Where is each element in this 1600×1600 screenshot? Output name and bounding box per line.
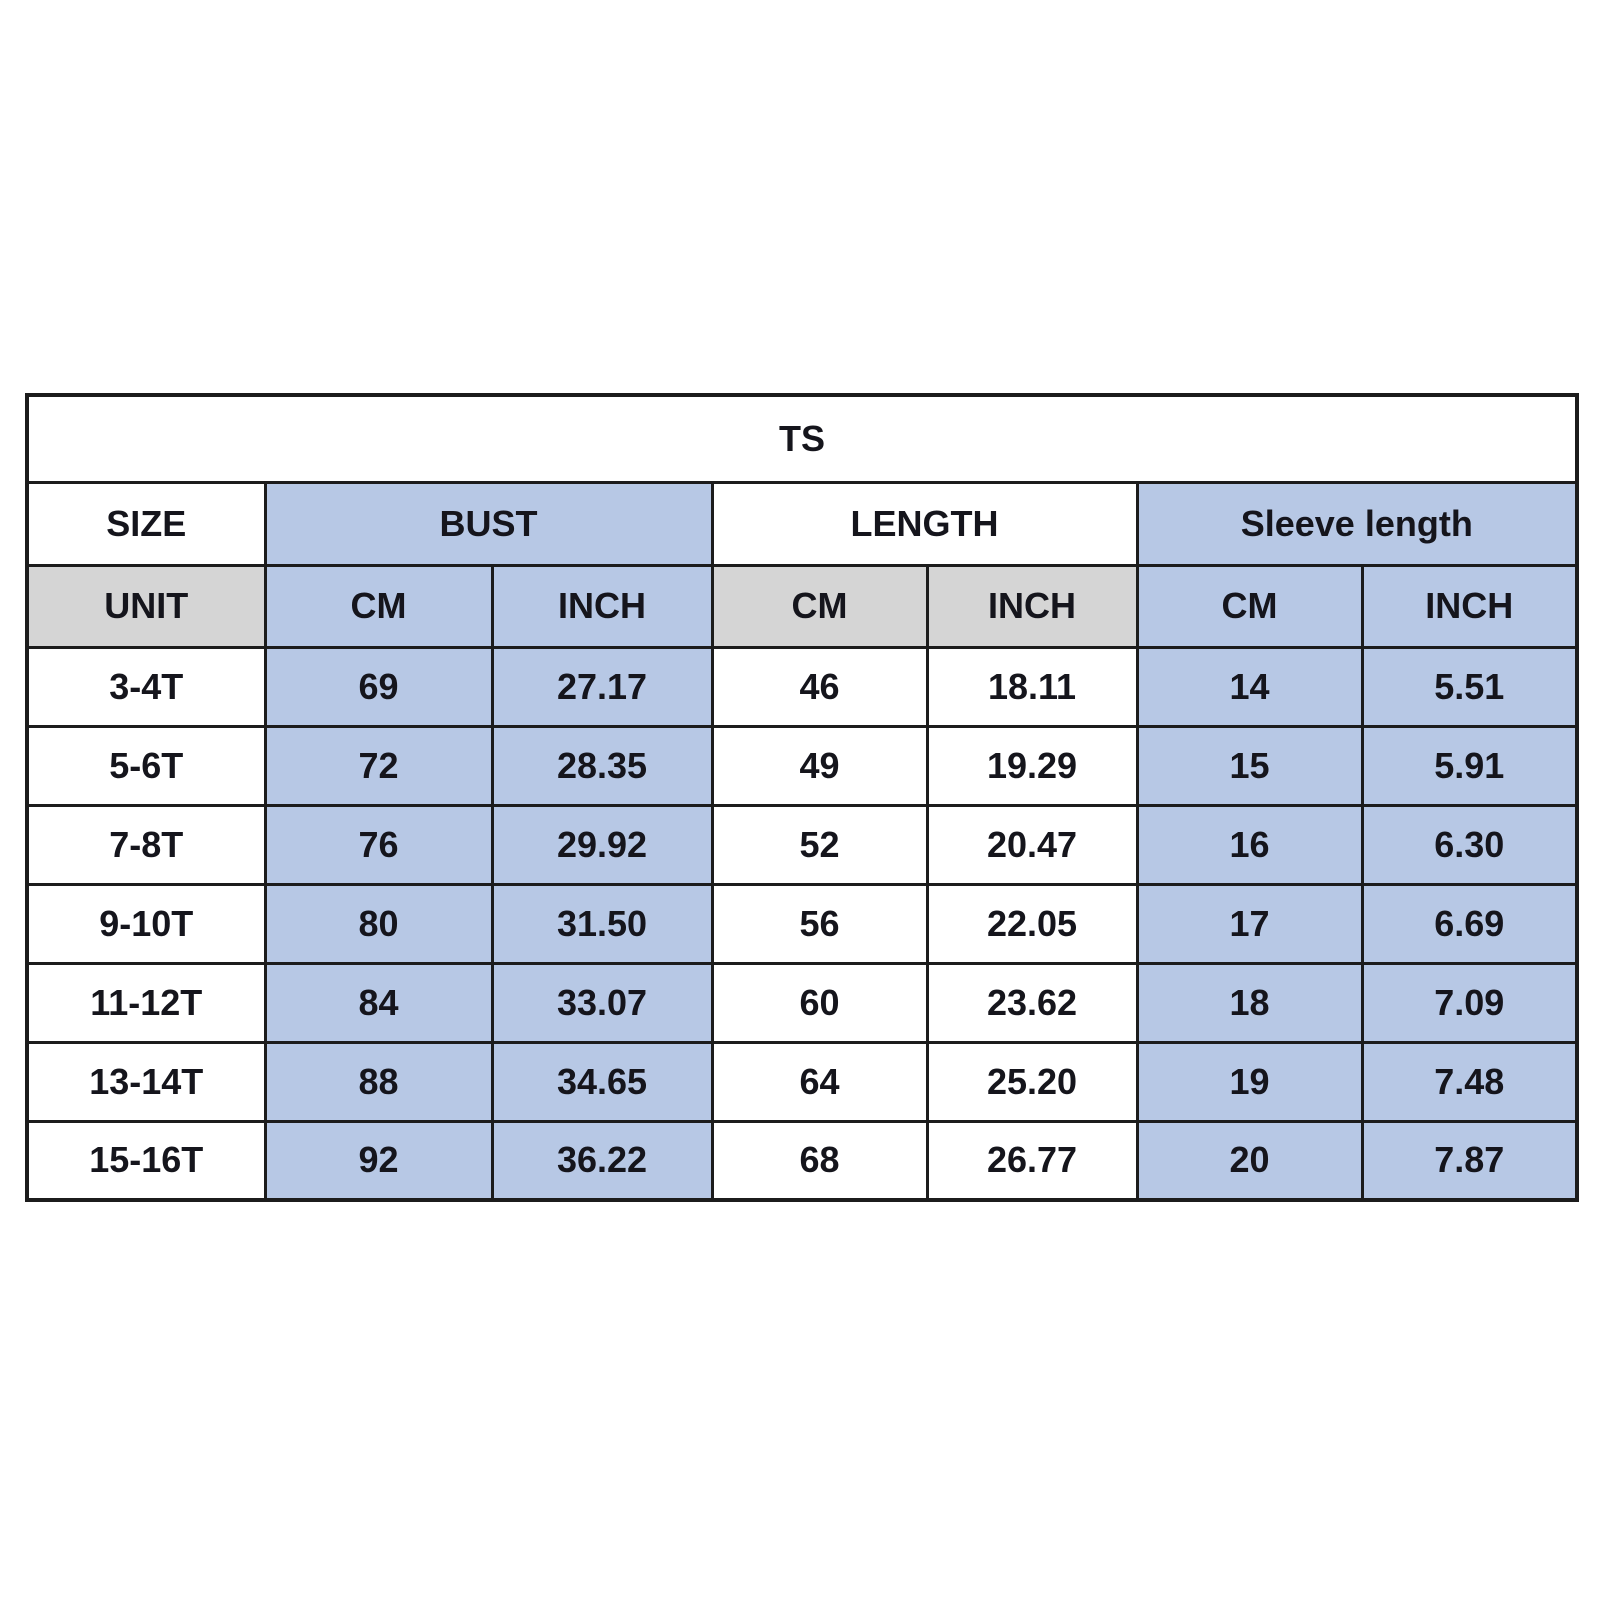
- length-inch-cell: 26.77: [925, 1119, 1139, 1202]
- table-row: 3-4T 69 27.17 46 18.11 14 5.51: [25, 645, 1579, 728]
- length-cm-cell: 68: [710, 1119, 929, 1202]
- table-row: 7-8T 76 29.92 52 20.47 16 6.30: [25, 803, 1579, 886]
- col-header-sleeve-length: Sleeve length: [1135, 480, 1579, 567]
- bust-cm-cell: 92: [263, 1119, 494, 1202]
- sleeve-inch-cell: 7.48: [1360, 1040, 1579, 1123]
- size-cell: 11-12T: [25, 961, 267, 1044]
- unit-sleeve-cm: CM: [1135, 563, 1364, 649]
- bust-inch-cell: 27.17: [490, 645, 714, 728]
- sleeve-cm-cell: 16: [1135, 803, 1364, 886]
- bust-inch-cell: 33.07: [490, 961, 714, 1044]
- sleeve-inch-cell: 7.87: [1360, 1119, 1579, 1202]
- size-cell: 9-10T: [25, 882, 267, 965]
- sleeve-cm-cell: 14: [1135, 645, 1364, 728]
- sleeve-cm-cell: 20: [1135, 1119, 1364, 1202]
- size-cell: 7-8T: [25, 803, 267, 886]
- bust-inch-cell: 29.92: [490, 803, 714, 886]
- chart-title: TS: [25, 393, 1579, 484]
- unit-length-cm: CM: [710, 563, 929, 649]
- bust-cm-cell: 84: [263, 961, 494, 1044]
- length-inch-cell: 25.20: [925, 1040, 1139, 1123]
- size-cell: 15-16T: [25, 1119, 267, 1202]
- table-row: 15-16T 92 36.22 68 26.77 20 7.87: [25, 1119, 1579, 1202]
- sleeve-cm-cell: 19: [1135, 1040, 1364, 1123]
- length-inch-cell: 23.62: [925, 961, 1139, 1044]
- length-inch-cell: 20.47: [925, 803, 1139, 886]
- table-row: 5-6T 72 28.35 49 19.29 15 5.91: [25, 724, 1579, 807]
- bust-inch-cell: 31.50: [490, 882, 714, 965]
- sleeve-cm-cell: 15: [1135, 724, 1364, 807]
- unit-bust-cm: CM: [263, 563, 494, 649]
- sleeve-inch-cell: 7.09: [1360, 961, 1579, 1044]
- unit-length-inch: INCH: [925, 563, 1139, 649]
- size-cell: 3-4T: [25, 645, 267, 728]
- sleeve-cm-cell: 18: [1135, 961, 1364, 1044]
- table-row: 13-14T 88 34.65 64 25.20 19 7.48: [25, 1040, 1579, 1123]
- title-row: TS: [25, 393, 1579, 484]
- bust-inch-cell: 34.65: [490, 1040, 714, 1123]
- table-row: 11-12T 84 33.07 60 23.62 18 7.09: [25, 961, 1579, 1044]
- sleeve-inch-cell: 5.51: [1360, 645, 1579, 728]
- col-header-bust: BUST: [263, 480, 714, 567]
- length-cm-cell: 64: [710, 1040, 929, 1123]
- sleeve-inch-cell: 5.91: [1360, 724, 1579, 807]
- bust-cm-cell: 69: [263, 645, 494, 728]
- length-cm-cell: 52: [710, 803, 929, 886]
- col-header-length: LENGTH: [710, 480, 1139, 567]
- bust-inch-cell: 36.22: [490, 1119, 714, 1202]
- unit-header-row: UNIT CM INCH CM INCH CM INCH: [25, 563, 1579, 649]
- bust-cm-cell: 88: [263, 1040, 494, 1123]
- length-cm-cell: 56: [710, 882, 929, 965]
- unit-row-label: UNIT: [25, 563, 267, 649]
- bust-cm-cell: 80: [263, 882, 494, 965]
- sleeve-inch-cell: 6.30: [1360, 803, 1579, 886]
- bust-cm-cell: 72: [263, 724, 494, 807]
- size-cell: 5-6T: [25, 724, 267, 807]
- bust-cm-cell: 76: [263, 803, 494, 886]
- unit-sleeve-inch: INCH: [1360, 563, 1579, 649]
- length-cm-cell: 49: [710, 724, 929, 807]
- unit-bust-inch: INCH: [490, 563, 714, 649]
- bust-inch-cell: 28.35: [490, 724, 714, 807]
- table-row: 9-10T 80 31.50 56 22.05 17 6.69: [25, 882, 1579, 965]
- length-inch-cell: 19.29: [925, 724, 1139, 807]
- length-inch-cell: 18.11: [925, 645, 1139, 728]
- length-cm-cell: 60: [710, 961, 929, 1044]
- size-chart-table: TS SIZE BUST LENGTH Sleeve length UNIT C…: [25, 393, 1580, 1202]
- sleeve-inch-cell: 6.69: [1360, 882, 1579, 965]
- column-group-header-row: SIZE BUST LENGTH Sleeve length: [25, 480, 1579, 567]
- sleeve-cm-cell: 17: [1135, 882, 1364, 965]
- col-header-size: SIZE: [25, 480, 267, 567]
- size-cell: 13-14T: [25, 1040, 267, 1123]
- length-inch-cell: 22.05: [925, 882, 1139, 965]
- length-cm-cell: 46: [710, 645, 929, 728]
